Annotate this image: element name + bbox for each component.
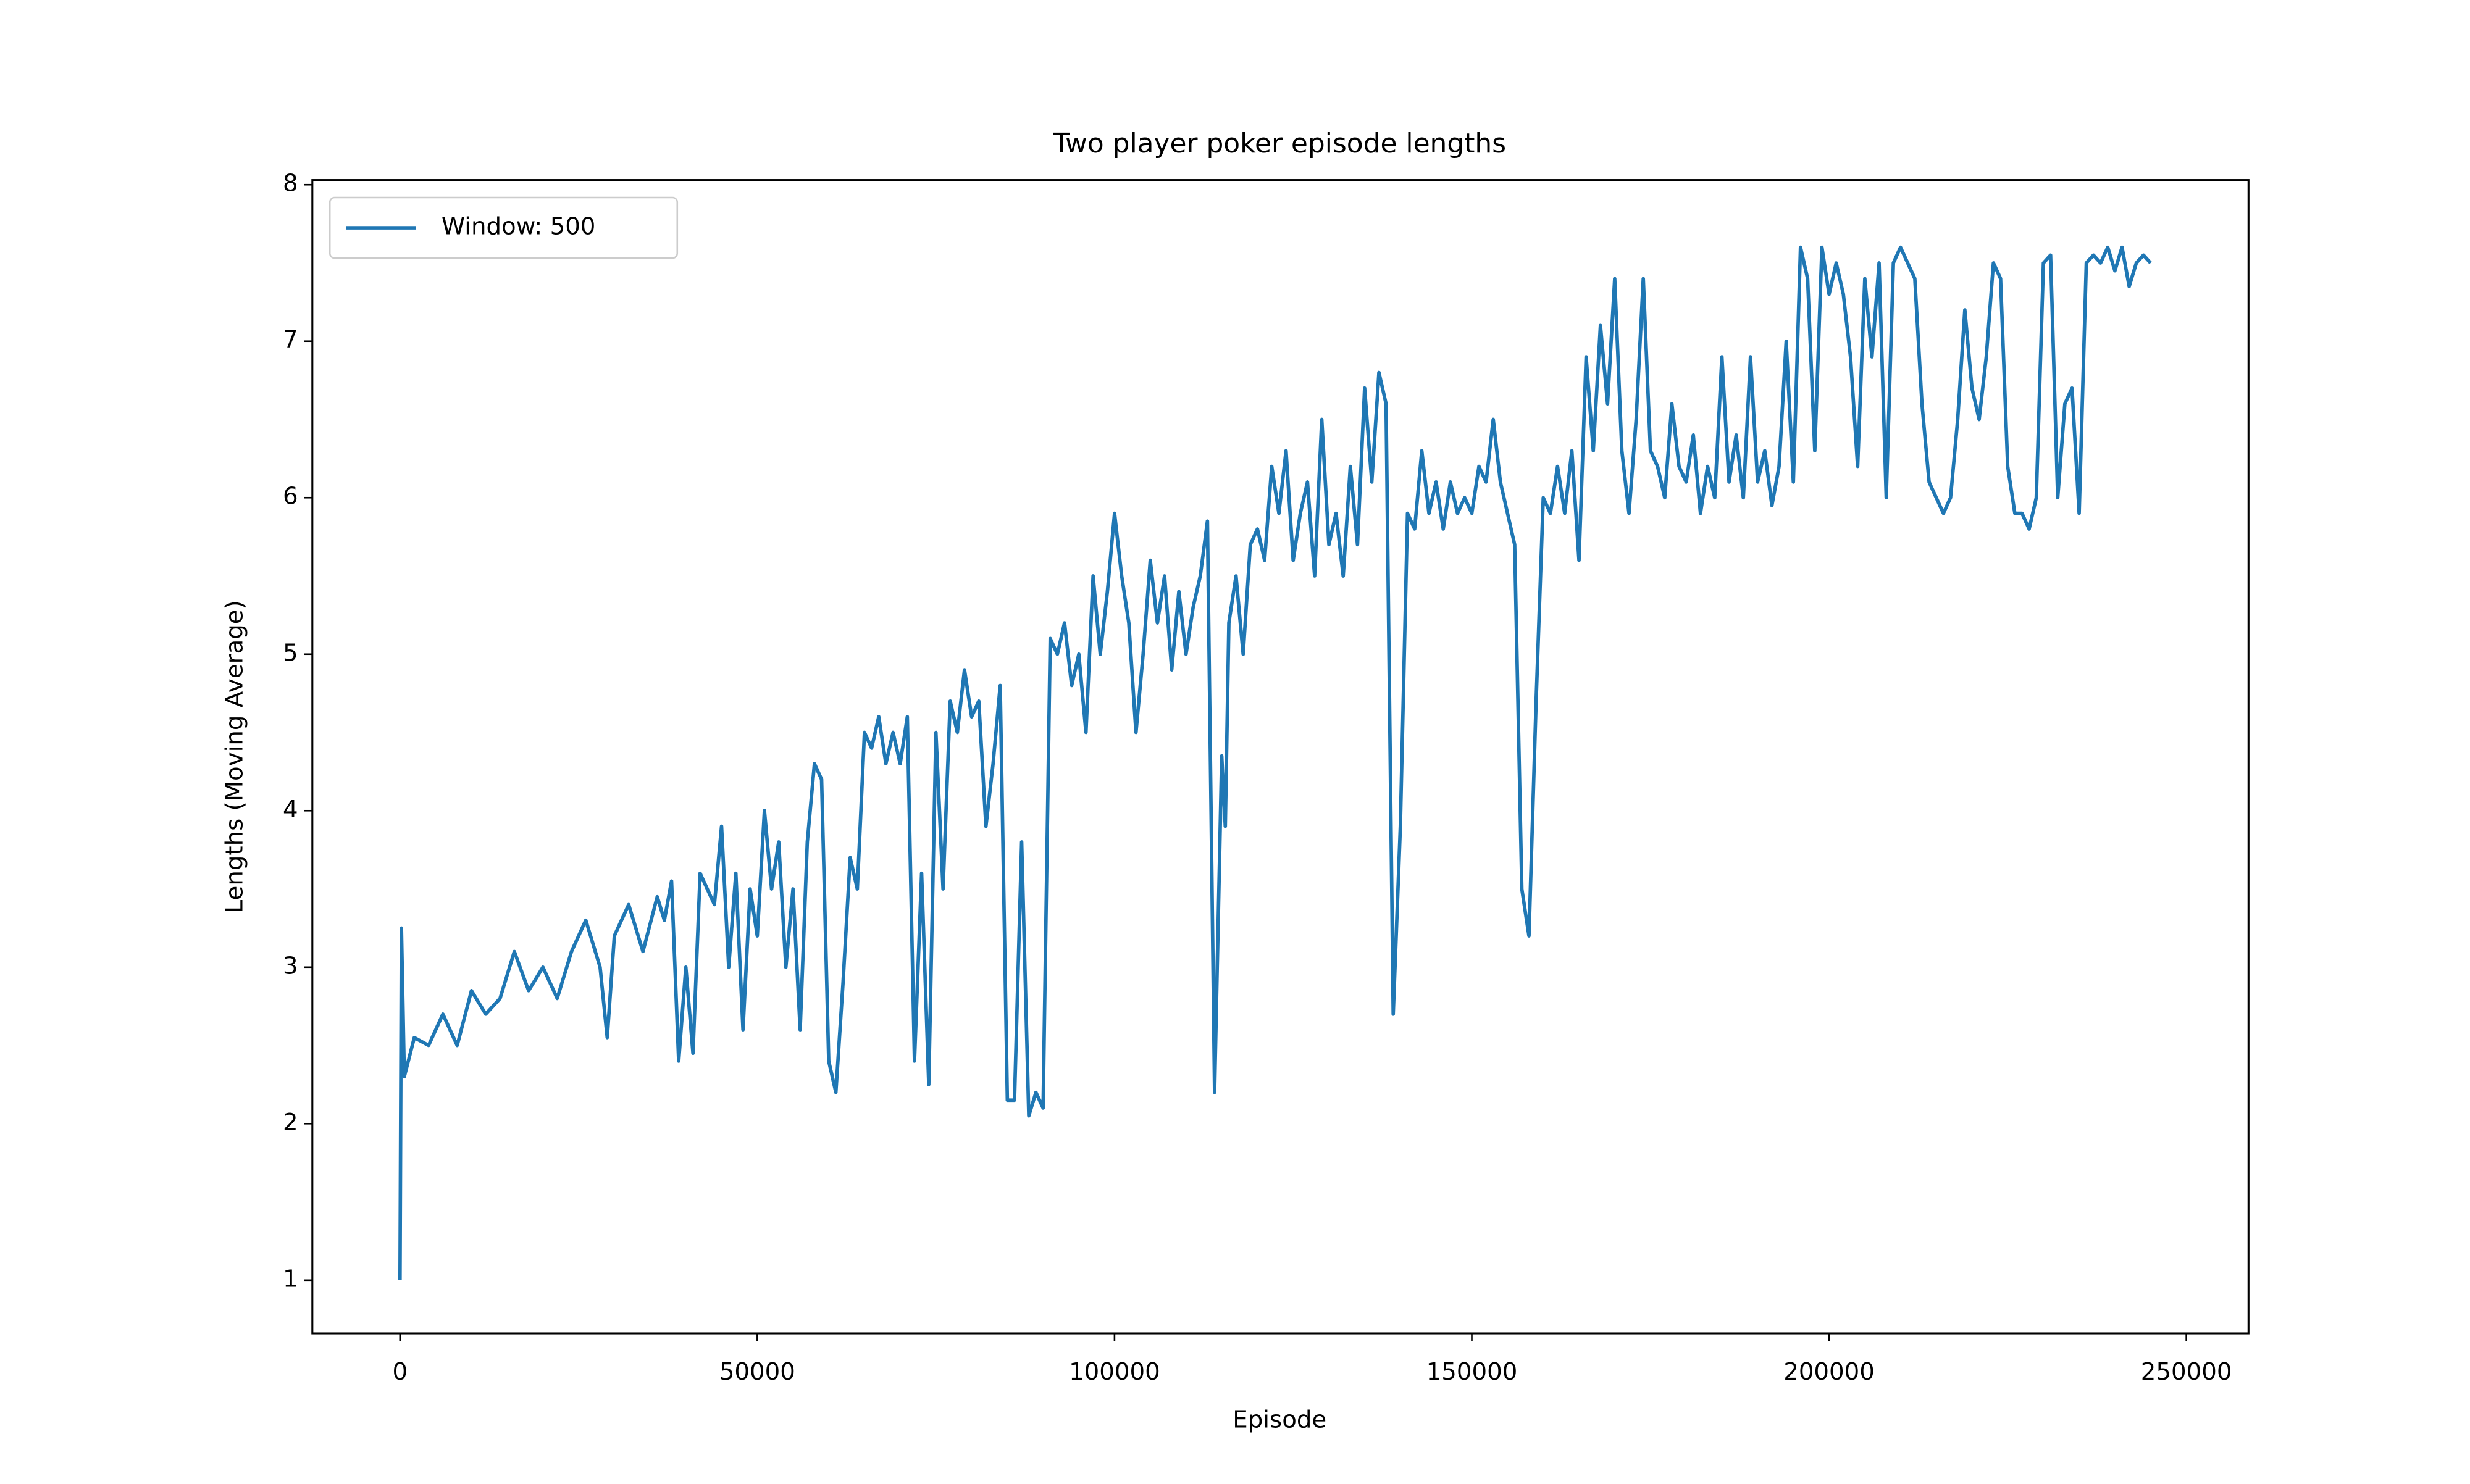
x-tick-label: 150000 <box>1426 1358 1518 1386</box>
y-tick-label: 3 <box>283 952 298 980</box>
y-tick-label: 4 <box>283 796 298 823</box>
y-tick-label: 7 <box>283 326 298 354</box>
x-axis-label: Episode <box>1233 1406 1326 1433</box>
data-line <box>398 245 2152 1280</box>
x-tick-label: 50000 <box>719 1358 795 1386</box>
chart-title: Two player poker episode lengths <box>1052 128 1506 159</box>
legend-label: Window: 500 <box>442 213 596 241</box>
x-tick-label: 0 <box>392 1358 408 1386</box>
x-tick-label: 250000 <box>2141 1358 2232 1386</box>
y-tick-label: 6 <box>283 483 298 511</box>
x-tick-label: 200000 <box>1783 1358 1875 1386</box>
legend-box <box>329 196 679 259</box>
x-tick-label: 100000 <box>1069 1358 1160 1386</box>
y-tick-label: 2 <box>283 1109 298 1136</box>
y-tick-label: 5 <box>283 639 298 667</box>
y-axis-label: Lengths (Moving Average) <box>220 600 248 913</box>
plot-frame <box>311 179 2250 1335</box>
y-tick-label: 1 <box>283 1265 298 1293</box>
y-tick-label: 8 <box>283 170 298 198</box>
